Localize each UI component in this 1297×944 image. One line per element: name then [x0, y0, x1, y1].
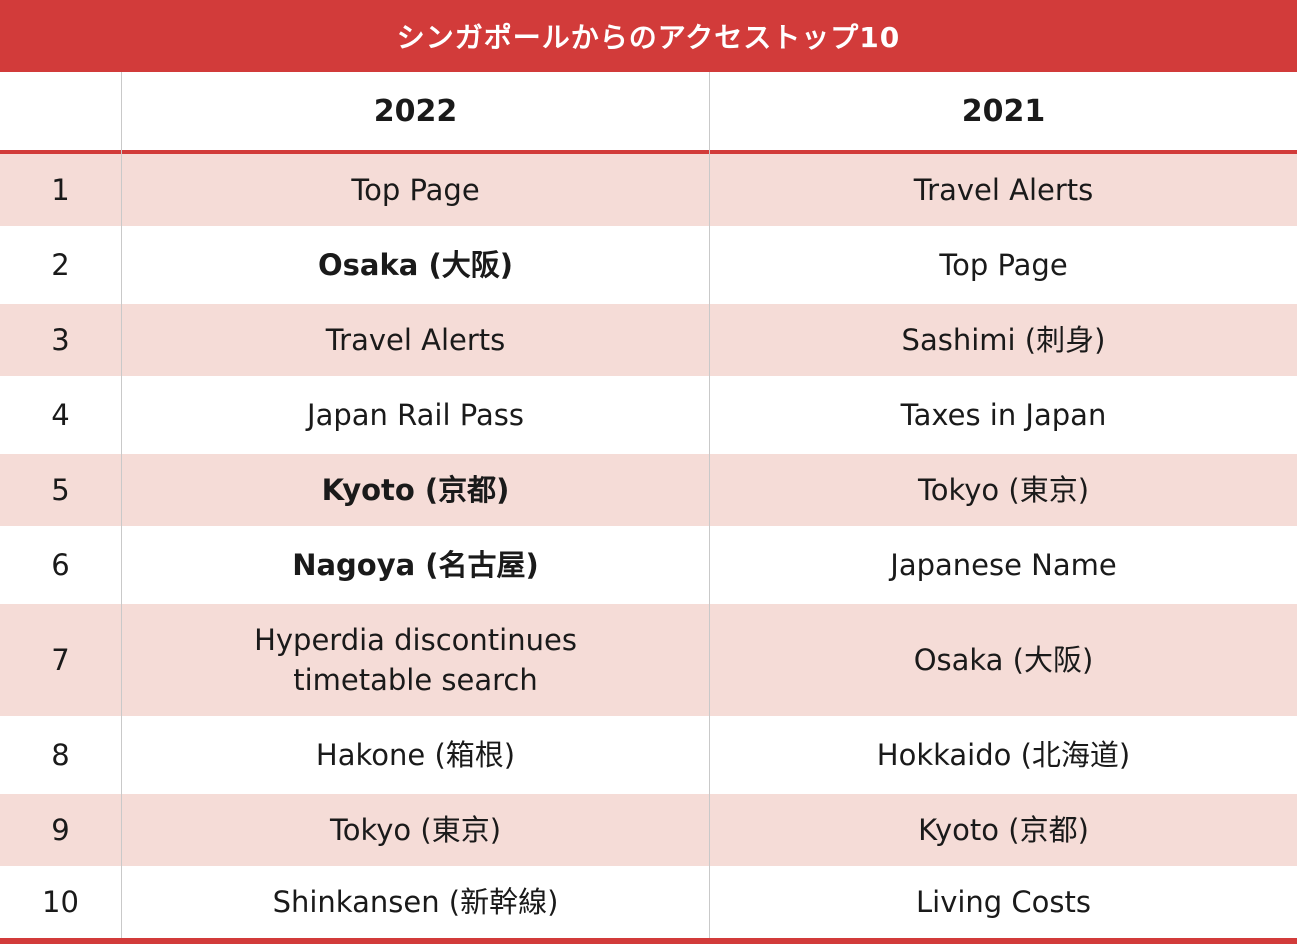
cell-2021: Travel Alerts [913, 173, 1094, 207]
header-rank [0, 72, 121, 150]
rank-cell: 4 [51, 398, 70, 432]
cell-2022: Japan Rail Pass [307, 398, 524, 432]
cell-2021: Kyoto (京都) [918, 813, 1089, 847]
cell-2021: Tokyo (東京) [917, 473, 1090, 507]
rank-cell: 1 [51, 173, 70, 207]
table-row: 5 Kyoto (京都) Tokyo (東京) [0, 454, 1297, 526]
rank-cell: 7 [51, 643, 70, 677]
table-header-row: 2022 2021 [0, 72, 1297, 150]
table-row: 3 Travel Alerts Sashimi (刺身) [0, 304, 1297, 376]
cell-2021: Osaka (大阪) [913, 643, 1094, 677]
cell-2021: Hokkaido (北海道) [876, 738, 1131, 772]
column-divider-2 [709, 72, 710, 944]
rank-cell: 8 [51, 738, 70, 772]
cell-2022: Top Page [351, 173, 480, 207]
rank-cell: 6 [51, 548, 70, 582]
cell-2022: Travel Alerts [325, 323, 506, 357]
table-row: 9 Tokyo (東京) Kyoto (京都) [0, 794, 1297, 866]
table-row: 8 Hakone (箱根) Hokkaido (北海道) [0, 716, 1297, 794]
cell-2022: Hakone (箱根) [315, 738, 516, 772]
header-2022: 2022 [373, 93, 458, 129]
cell-2021: Sashimi (刺身) [901, 323, 1106, 357]
cell-2021: Taxes in Japan [900, 398, 1107, 432]
cell-2022: Osaka (大阪) [318, 248, 513, 282]
table-row: 2 Osaka (大阪) Top Page [0, 226, 1297, 304]
cell-2021: Top Page [939, 248, 1068, 282]
cell-2021: Japanese Name [890, 548, 1117, 582]
cell-2022: Kyoto (京都) [321, 473, 510, 507]
table-bottom-border [0, 938, 1297, 944]
cell-2022: Nagoya (名古屋) [292, 548, 539, 582]
rank-cell: 5 [51, 473, 70, 507]
rank-cell: 10 [42, 885, 79, 919]
table-row: 1 Top Page Travel Alerts [0, 154, 1297, 226]
header-divider [0, 150, 1297, 154]
table-row: 10 Shinkansen (新幹線) Living Costs [0, 866, 1297, 938]
table-row: 4 Japan Rail Pass Taxes in Japan [0, 376, 1297, 454]
header-2021: 2021 [961, 93, 1046, 129]
table-row: 7 Hyperdia discontinues timetable search O… [0, 604, 1297, 716]
cell-2021: Living Costs [915, 885, 1092, 919]
rank-cell: 9 [51, 813, 70, 847]
rank-cell: 3 [51, 323, 70, 357]
table-body: 1 Top Page Travel Alerts 2 Osaka (大阪) Top Pag… [0, 154, 1297, 938]
table-row: 6 Nagoya (名古屋) Japanese Name [0, 526, 1297, 604]
cell-2022: Hyperdia discontinues timetable search [254, 623, 577, 697]
cell-2022: Shinkansen (新幹線) [272, 885, 559, 919]
rank-cell: 2 [51, 248, 70, 282]
column-divider-1 [121, 72, 122, 944]
cell-2022: Tokyo (東京) [329, 813, 502, 847]
table-title: シンガポールからのアクセストップ10 [0, 0, 1297, 72]
